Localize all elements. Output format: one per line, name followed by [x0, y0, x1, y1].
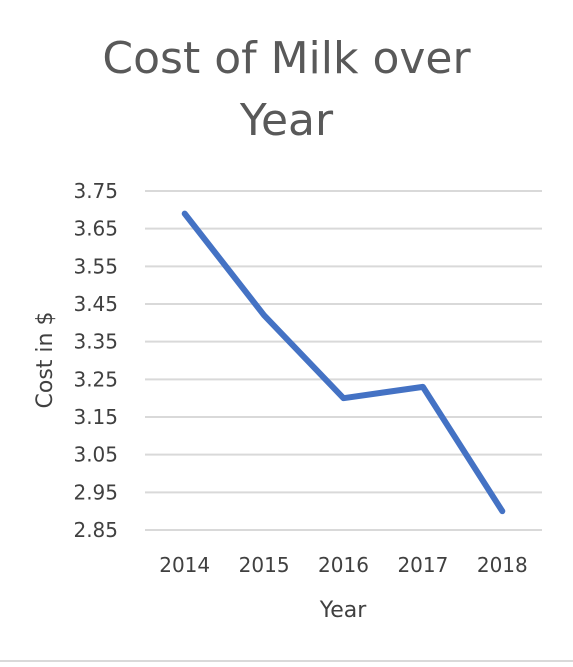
- y-tick-label: 3.45: [73, 292, 118, 316]
- chart-title-line-1: Cost of Milk over: [102, 33, 471, 84]
- x-tick-label: 2014: [159, 553, 210, 577]
- y-tick-label: 3.55: [73, 254, 118, 278]
- y-tick-label: 3.35: [73, 330, 118, 354]
- series-line: [181, 210, 506, 515]
- y-tick-label: 3.25: [73, 367, 118, 391]
- y-tick-label: 3.15: [73, 405, 118, 429]
- x-axis-label: Year: [319, 598, 368, 623]
- y-axis-label: Cost in $: [33, 312, 58, 409]
- y-tick-label: 3.75: [73, 179, 118, 203]
- x-tick-label: 2016: [318, 553, 369, 577]
- series-layer: [181, 210, 506, 515]
- y-tick-label: 2.95: [73, 480, 118, 504]
- y-tick-label: 3.65: [73, 217, 118, 241]
- y-tick-label: 2.85: [73, 518, 118, 542]
- x-tick-label: 2015: [239, 553, 290, 577]
- x-axis-ticks: 2014 2015 2016 2017 2018: [159, 553, 528, 577]
- x-tick-label: 2018: [477, 553, 528, 577]
- grid-lines: [145, 190, 542, 531]
- chart-title: Cost of Milk over Year: [0, 28, 573, 152]
- bottom-divider: [0, 660, 573, 662]
- y-tick-label: 3.05: [73, 443, 118, 467]
- chart-title-line-2: Year: [239, 95, 334, 146]
- y-axis-ticks: 3.75 3.65 3.55 3.45 3.35 3.25 3.15 3.05 2.95 2.85: [73, 179, 118, 542]
- x-tick-label: 2017: [397, 553, 448, 577]
